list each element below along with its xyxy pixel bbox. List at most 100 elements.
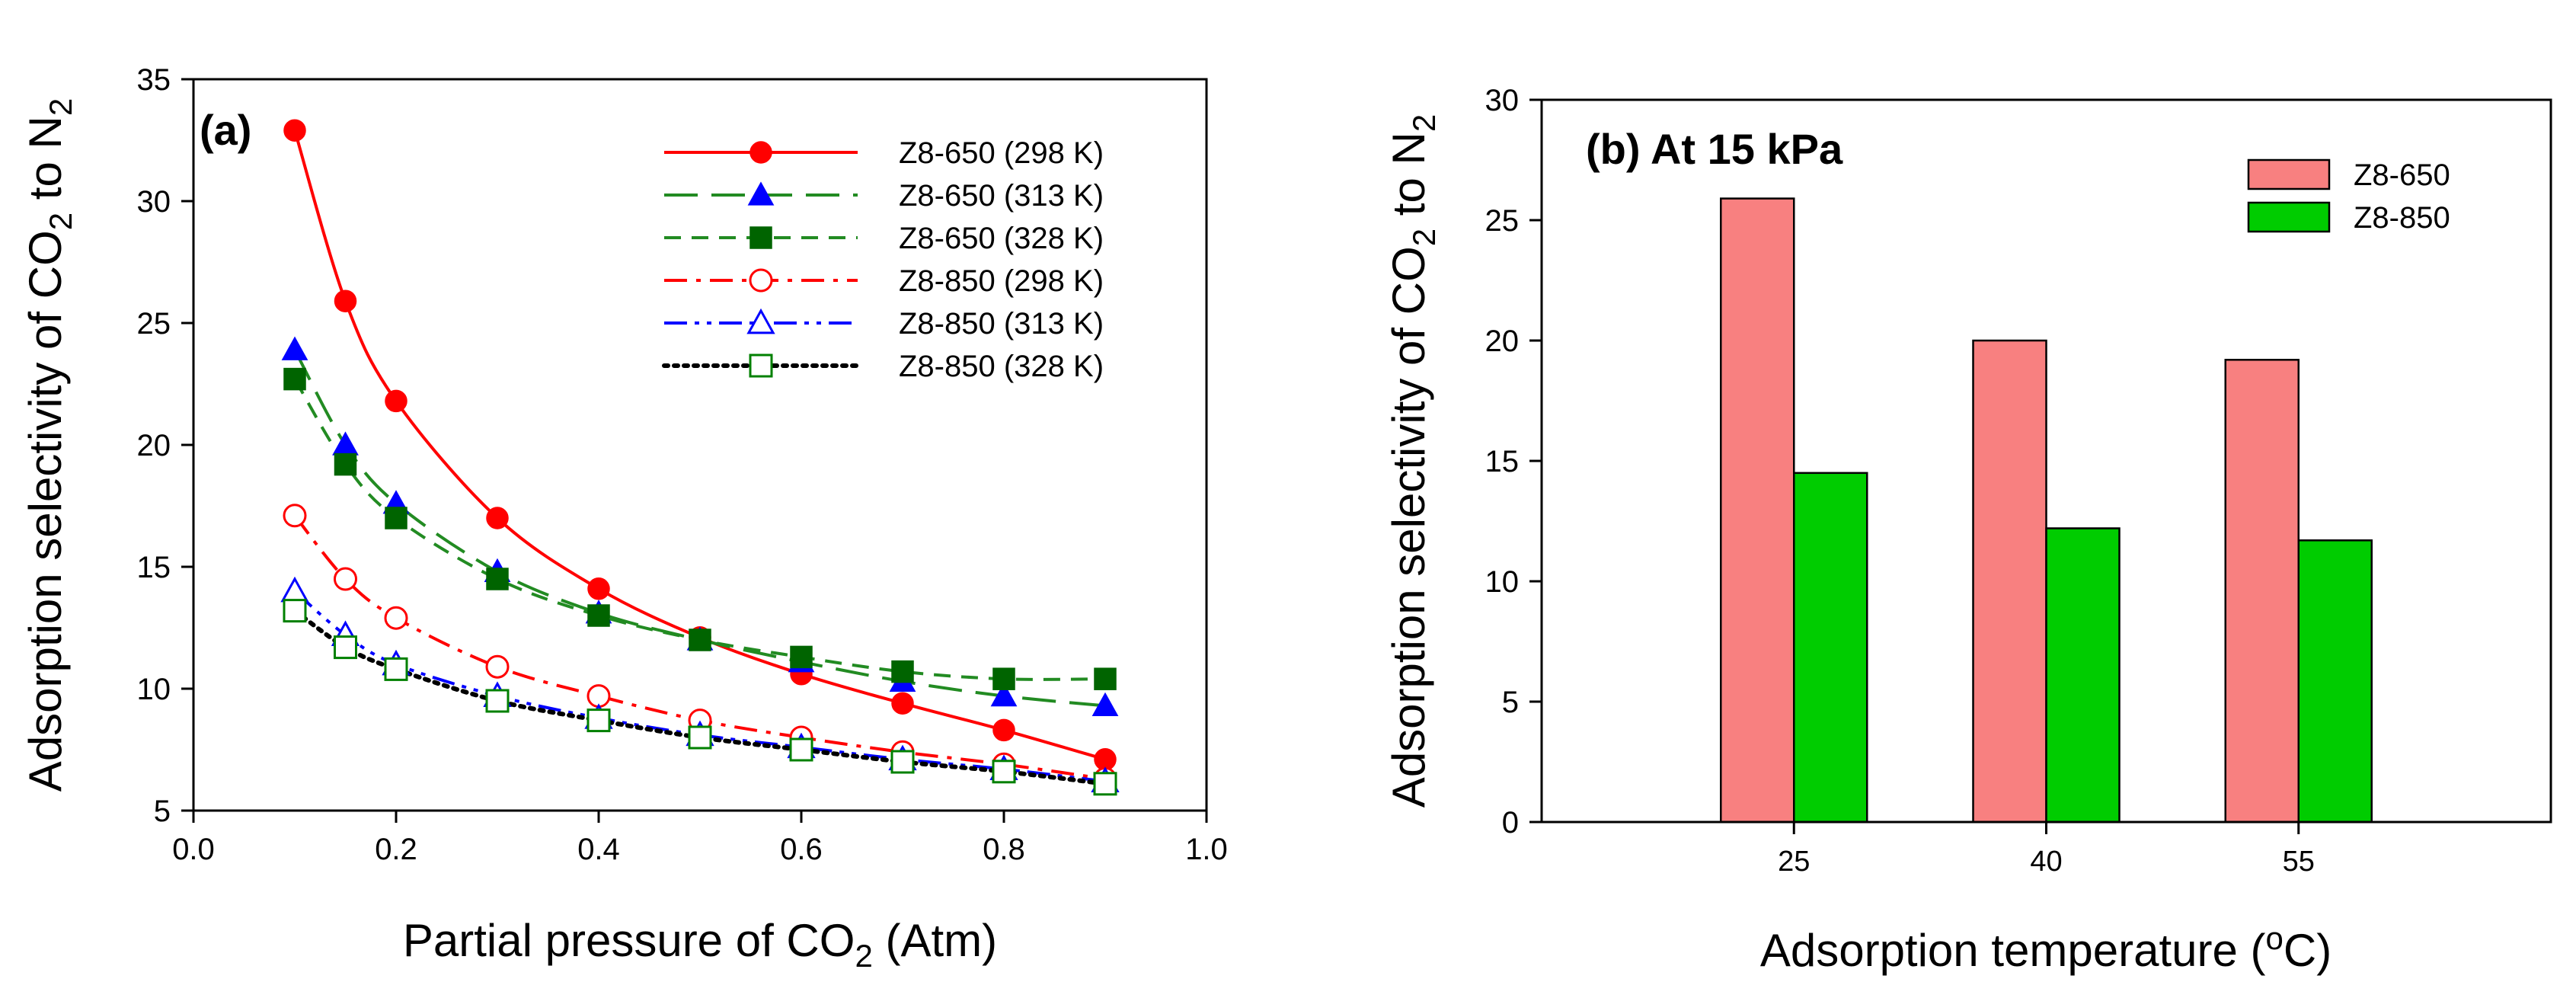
panel-b-y-axis-label: Adsorption selectivity of CO2 to N2 (1383, 114, 1442, 808)
data-point-z8-850-328-k (586, 709, 611, 733)
panel-a-x-axis-label: Partial pressure of CO2 (Atm) (403, 915, 997, 974)
data-point-z8-650-313-k (332, 431, 359, 456)
data-point-z8-650-328-k (587, 604, 610, 627)
data-point-z8-850-328-k (334, 635, 357, 660)
panel-a-y-axis-label: Adsorption selectivity of CO2 to N2 (20, 98, 78, 792)
panel-a-y-tick-label: 30 (137, 185, 171, 219)
data-point-z8-850-328-k (283, 599, 307, 623)
panel-a-x-tick-label: 0.2 (375, 833, 417, 866)
series-line-z8-650-328-k (293, 378, 1106, 681)
panel-a-x-tick-label: 1.0 (1185, 833, 1228, 866)
panel-a-y-tick-label: 10 (137, 673, 171, 706)
data-point-z8-850-298-k (334, 567, 357, 591)
data-point-z8-850-328-k (384, 657, 408, 681)
data-point-z8-650-328-k (334, 453, 357, 476)
legend-label-z8-850: Z8-850 (2354, 201, 2450, 235)
data-point-z8-650-328-k (1094, 667, 1117, 690)
legend-label-z8-850-328-k: Z8-850 (328 K) (899, 350, 1104, 383)
data-point-z8-650-313-k (1091, 692, 1119, 717)
panel-b-y-tick-label: 15 (1485, 445, 1520, 478)
data-point-z8-650-313-k (281, 336, 308, 360)
panel-b-legend: Z8-650 Z8-850 (2247, 158, 2450, 235)
panel-a-line-chart: 0.0 0.2 0.4 0.6 0.8 1.0 5 10 15 20 25 30 35 Z8-650 … (20, 63, 1228, 974)
panel-a-x-tick-label: 0.4 (577, 833, 620, 866)
data-point-z8-850-328-k (890, 750, 915, 774)
data-point-z8-650-298-k (587, 577, 610, 600)
legend-marker-z8-650-313-k (747, 181, 775, 206)
panel-b-bars (1720, 197, 2373, 824)
data-point-z8-650-328-k (283, 367, 306, 391)
panel-a-series-lines (292, 130, 1107, 786)
data-point-z8-850-298-k (384, 606, 408, 630)
series-line-z8-850-298-k (293, 514, 1106, 781)
panel-b-x-ticks: 25 40 55 (1778, 822, 2315, 878)
panel-a-y-tick-label: 5 (154, 795, 171, 828)
data-point-z8-650-328-k (891, 660, 914, 683)
panel-a-label: (a) (200, 106, 251, 154)
panel-a-y-ticks: 5 10 15 20 25 30 35 (137, 63, 193, 828)
data-point-z8-650-298-k (283, 119, 306, 142)
panel-a-y-tick-label: 25 (137, 307, 171, 341)
data-point-z8-850-313-k (280, 576, 309, 603)
bar-z8-850-55 (2297, 539, 2373, 824)
panel-b-x-tick-label: 25 (1778, 846, 1810, 878)
bar-z8-650-25 (1720, 197, 1795, 824)
bar-z8-650-40 (1972, 339, 2047, 824)
panel-b-label: (b) At 15 kPa (1586, 125, 1843, 173)
data-point-z8-650-298-k (334, 289, 357, 312)
bar-z8-850-25 (1793, 472, 1868, 824)
legend-marker-z8-650-328-k (749, 226, 772, 249)
data-point-z8-850-328-k (992, 760, 1016, 784)
data-point-z8-650-298-k (891, 692, 914, 715)
panel-a-series-markers (280, 119, 1120, 796)
panel-b-x-tick-label: 40 (2030, 846, 2062, 878)
data-point-z8-850-328-k (1093, 772, 1117, 796)
series-line-z8-850-328-k (292, 608, 1107, 786)
panel-a-y-tick-label: 15 (137, 551, 171, 584)
series-line-z8-650-298-k (293, 130, 1106, 761)
panel-a-x-tick-label: 0.6 (780, 833, 823, 866)
panel-b-y-tick-label: 20 (1485, 325, 1520, 358)
legend-label-z8-650-298-k: Z8-650 (298 K) (899, 136, 1104, 170)
data-point-z8-650-328-k (689, 629, 711, 651)
data-point-z8-650-328-k (790, 645, 813, 669)
legend-marker-z8-650-298-k (749, 141, 772, 164)
panel-b-y-tick-label: 0 (1502, 806, 1519, 840)
panel-b-x-tick-label: 55 (2283, 846, 2315, 878)
series-line-z8-850-313-k (293, 590, 1106, 783)
bar-z8-850-40 (2045, 527, 2121, 824)
panel-a-y-tick-label: 35 (137, 63, 171, 97)
bar-z8-650-55 (2224, 359, 2300, 824)
data-point-z8-650-328-k (486, 568, 509, 590)
panel-a-x-ticks: 0.0 0.2 0.4 0.6 0.8 1.0 (172, 811, 1228, 866)
data-point-z8-850-328-k (789, 737, 813, 762)
panel-b-y-tick-label: 30 (1485, 84, 1520, 117)
panel-b-y-tick-label: 5 (1502, 686, 1519, 719)
data-point-z8-650-313-k (990, 682, 1018, 707)
legend-label-z8-650-328-k: Z8-650 (328 K) (899, 222, 1104, 255)
legend-label-z8-650-313-k: Z8-650 (313 K) (899, 179, 1104, 213)
legend-marker-z8-850-298-k (749, 268, 773, 293)
data-point-z8-650-328-k (992, 667, 1015, 690)
legend-swatch-z8-850 (2247, 201, 2331, 233)
panel-b-bar-chart: 25 40 55 0 5 10 15 20 25 30 Z8-650 Z8-850 (b) At … (1383, 84, 2552, 976)
data-point-z8-650-298-k (486, 507, 509, 529)
data-point-z8-650-298-k (992, 718, 1015, 742)
panel-a-x-tick-label: 0.0 (172, 833, 215, 866)
legend-marker-z8-850-313-k (746, 308, 775, 334)
legend-label-z8-850-313-k: Z8-850 (313 K) (899, 307, 1104, 341)
series-line-z8-650-313-k (293, 349, 1106, 708)
data-point-z8-850-298-k (283, 504, 307, 528)
data-point-z8-650-328-k (385, 507, 407, 529)
legend-swatch-z8-650 (2247, 158, 2331, 190)
panel-b-y-tick-label: 10 (1485, 565, 1520, 599)
legend-marker-z8-850-328-k (749, 353, 773, 378)
panel-b-x-axis-label: Adsorption temperature (oC) (1760, 920, 2332, 976)
panel-b-y-tick-label: 25 (1485, 204, 1520, 238)
data-point-z8-850-298-k (485, 654, 510, 679)
data-point-z8-650-298-k (385, 389, 407, 413)
data-point-z8-850-328-k (688, 725, 712, 750)
panel-b-y-ticks: 0 5 10 15 20 25 30 (1485, 84, 1542, 840)
panel-a-x-tick-label: 0.8 (983, 833, 1025, 866)
